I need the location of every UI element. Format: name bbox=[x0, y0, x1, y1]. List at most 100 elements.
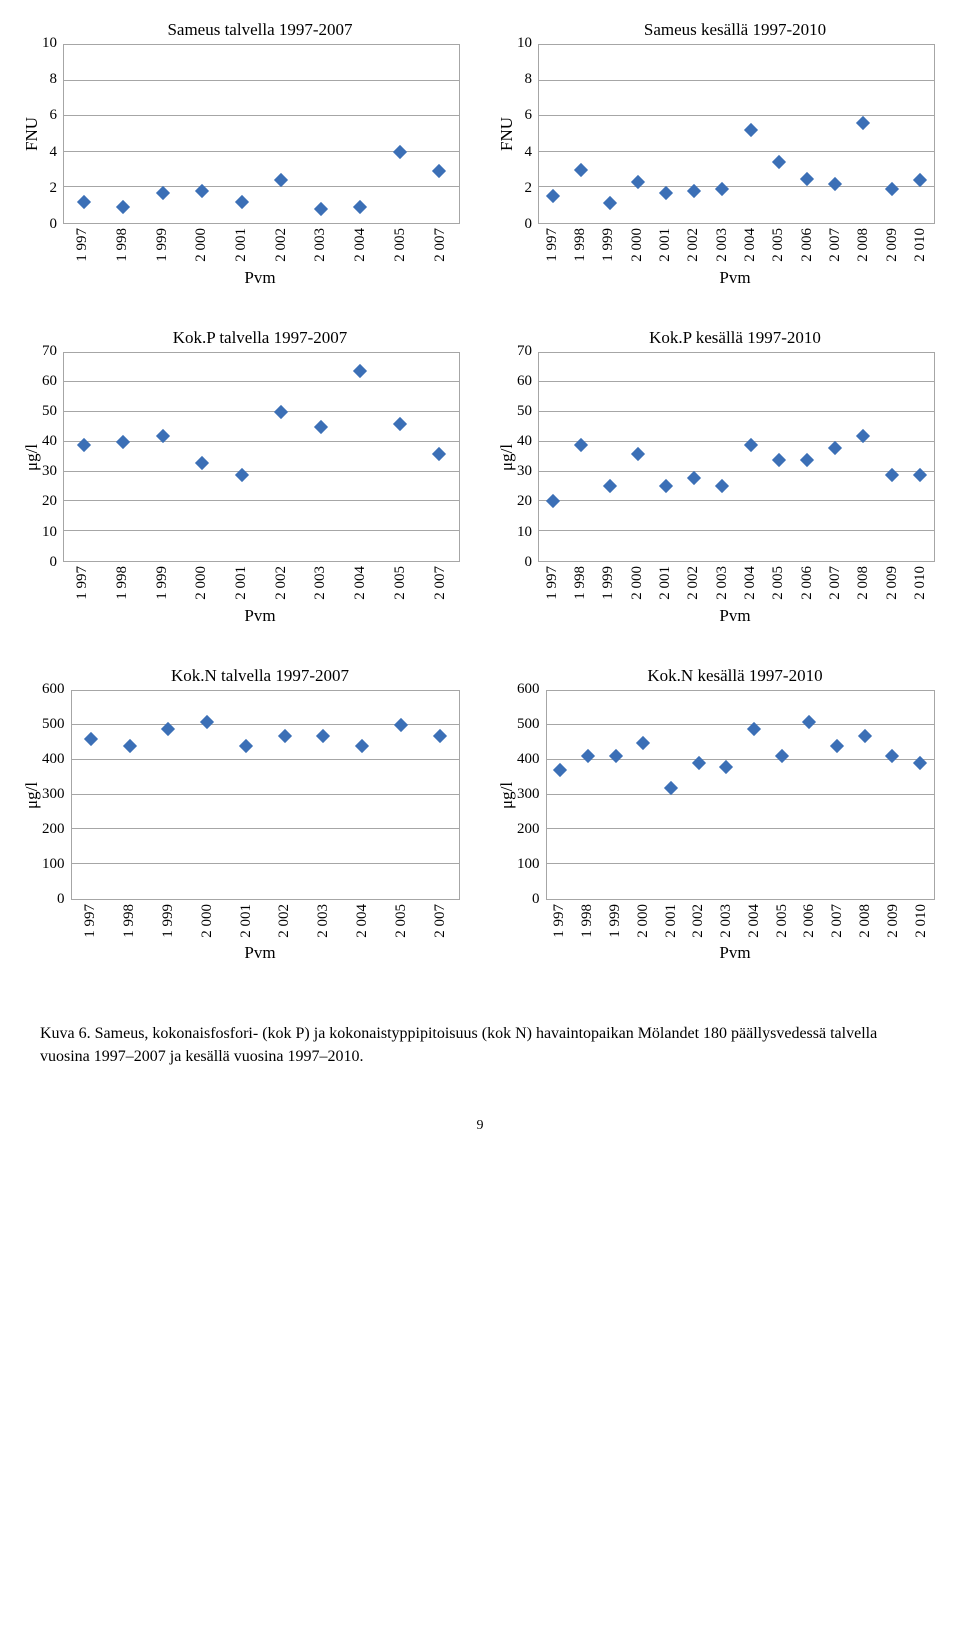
x-axis-label: Pvm bbox=[495, 606, 935, 626]
data-marker bbox=[353, 200, 367, 214]
x-tick-label: 2 000 bbox=[630, 566, 645, 600]
y-tick-label: 10 bbox=[42, 36, 57, 51]
x-tick-label: 2 001 bbox=[658, 228, 673, 262]
gridline bbox=[72, 794, 460, 795]
y-tick-label: 60 bbox=[517, 374, 532, 389]
chart-c5: Kok.N kesällä 1997-2010μg/l6005004003002… bbox=[495, 666, 935, 964]
data-marker bbox=[913, 173, 927, 187]
gridline bbox=[64, 186, 459, 187]
x-tick-label: 1 999 bbox=[608, 904, 623, 938]
x-tick-label: 2 000 bbox=[630, 228, 645, 262]
data-marker bbox=[195, 456, 209, 470]
data-marker bbox=[830, 739, 844, 753]
data-marker bbox=[715, 479, 729, 493]
x-tick-label: 2 008 bbox=[856, 228, 871, 262]
x-tick-label: 2 004 bbox=[743, 228, 758, 262]
x-tick-label: 1 999 bbox=[155, 228, 170, 262]
data-marker bbox=[574, 163, 588, 177]
x-tick-label: 2 006 bbox=[800, 566, 815, 600]
x-tick-label: 2 001 bbox=[239, 904, 254, 938]
x-tick-label: 2 003 bbox=[313, 228, 328, 262]
chart-c1: Sameus kesällä 1997-2010FNU10864201 9971… bbox=[495, 20, 935, 288]
data-marker bbox=[123, 739, 137, 753]
data-marker bbox=[581, 749, 595, 763]
y-tick-label: 40 bbox=[517, 434, 532, 449]
y-tick-label: 2 bbox=[50, 181, 58, 196]
data-marker bbox=[274, 405, 288, 419]
data-marker bbox=[314, 202, 328, 216]
data-marker bbox=[602, 196, 616, 210]
data-marker bbox=[609, 749, 623, 763]
x-axis-label: Pvm bbox=[20, 943, 460, 963]
data-marker bbox=[856, 116, 870, 130]
gridline bbox=[64, 471, 459, 472]
y-tick-label: 100 bbox=[42, 857, 65, 872]
x-tick-label: 2 000 bbox=[200, 904, 215, 938]
x-tick-label: 2 007 bbox=[828, 566, 843, 600]
data-marker bbox=[239, 739, 253, 753]
x-tick-label: 2 005 bbox=[393, 228, 408, 262]
data-marker bbox=[631, 447, 645, 461]
y-tick-label: 20 bbox=[517, 494, 532, 509]
x-tick-label: 1 998 bbox=[115, 566, 130, 600]
gridline bbox=[64, 411, 459, 412]
x-tick-label: 2 005 bbox=[771, 228, 786, 262]
x-tick-label: 2 006 bbox=[800, 228, 815, 262]
x-axis-label: Pvm bbox=[495, 943, 935, 963]
x-tick-label: 2 010 bbox=[914, 904, 929, 938]
x-tick-label: 2 005 bbox=[771, 566, 786, 600]
x-tick-label: 2 005 bbox=[775, 904, 790, 938]
gridline bbox=[539, 80, 934, 81]
y-tick-label: 70 bbox=[42, 344, 57, 359]
x-axis: 1 9971 9981 9992 0002 0012 0022 0032 004… bbox=[546, 900, 935, 938]
y-tick-label: 200 bbox=[42, 822, 65, 837]
plot-area bbox=[63, 352, 460, 562]
x-tick-label: 2 001 bbox=[234, 228, 249, 262]
x-tick-label: 1 997 bbox=[545, 566, 560, 600]
x-tick-label: 2 002 bbox=[686, 228, 701, 262]
chart-title: Kok.N kesällä 1997-2010 bbox=[495, 666, 935, 686]
gridline bbox=[539, 186, 934, 187]
y-axis-label: μg/l bbox=[495, 352, 517, 562]
plot-area bbox=[71, 690, 461, 900]
data-marker bbox=[432, 164, 446, 178]
x-tick-label: 2 010 bbox=[913, 566, 928, 600]
gridline bbox=[72, 828, 460, 829]
data-marker bbox=[885, 749, 899, 763]
chart-c2: Kok.P talvella 1997-2007μg/l706050403020… bbox=[20, 328, 460, 626]
data-marker bbox=[274, 173, 288, 187]
x-tick-label: 1 997 bbox=[75, 228, 90, 262]
x-axis: 1 9971 9981 9992 0002 0012 0022 0032 004… bbox=[538, 562, 935, 600]
data-marker bbox=[636, 735, 650, 749]
gridline bbox=[547, 724, 935, 725]
x-tick-label: 1 999 bbox=[601, 566, 616, 600]
x-tick-label: 1 999 bbox=[161, 904, 176, 938]
y-axis: 1086420 bbox=[517, 36, 538, 232]
x-tick-label: 2 004 bbox=[353, 228, 368, 262]
gridline bbox=[64, 115, 459, 116]
y-axis-label: μg/l bbox=[20, 352, 42, 562]
x-tick-label: 2 002 bbox=[691, 904, 706, 938]
y-tick-label: 6 bbox=[525, 108, 533, 123]
y-tick-label: 100 bbox=[517, 857, 540, 872]
plot-area bbox=[63, 44, 460, 224]
x-tick-label: 2 002 bbox=[686, 566, 701, 600]
x-axis-label: Pvm bbox=[495, 268, 935, 288]
chart-title: Sameus kesällä 1997-2010 bbox=[495, 20, 935, 40]
data-marker bbox=[77, 195, 91, 209]
y-tick-label: 10 bbox=[42, 525, 57, 540]
gridline bbox=[547, 759, 935, 760]
gridline bbox=[547, 863, 935, 864]
y-tick-label: 400 bbox=[517, 752, 540, 767]
gridline bbox=[72, 863, 460, 864]
x-tick-label: 2 010 bbox=[913, 228, 928, 262]
data-marker bbox=[235, 195, 249, 209]
data-marker bbox=[602, 479, 616, 493]
data-marker bbox=[800, 453, 814, 467]
y-tick-label: 30 bbox=[42, 464, 57, 479]
data-marker bbox=[353, 364, 367, 378]
data-marker bbox=[316, 729, 330, 743]
x-tick-label: 2 004 bbox=[353, 566, 368, 600]
y-tick-label: 40 bbox=[42, 434, 57, 449]
chart-c3: Kok.P kesällä 1997-2010μg/l7060504030201… bbox=[495, 328, 935, 626]
